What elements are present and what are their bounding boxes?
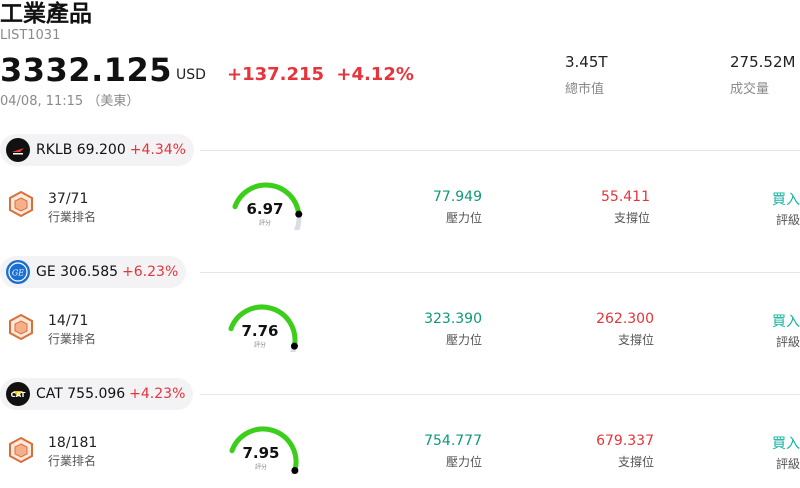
index-price: 3332.125 <box>0 51 173 89</box>
market-cap-label: 總市值 <box>565 82 605 97</box>
score-value: 7.95 <box>242 444 280 462</box>
support-value: 262.300 <box>596 311 654 327</box>
index-code: LIST1031 <box>0 28 61 43</box>
score-label: 評分 <box>253 342 266 349</box>
divider <box>200 150 800 151</box>
industry-rank-icon <box>9 190 33 218</box>
resistance-value: 323.390 <box>424 311 482 327</box>
rating-value: 買入 <box>772 192 800 208</box>
divider <box>200 272 800 273</box>
stock-change-pct: +4.34% <box>129 142 186 158</box>
industry-rank-label: 行業排名 <box>48 332 97 346</box>
industry-rank-icon <box>9 436 33 464</box>
rating-value: 買入 <box>772 436 800 452</box>
industry-rank-label: 行業排名 <box>48 454 97 468</box>
volume-label: 成交量 <box>730 82 770 97</box>
stock-change-pct: +4.23% <box>129 386 186 402</box>
change-percent: +4.12% <box>336 64 414 85</box>
timestamp: 04/08, 11:15 （美東） <box>0 94 140 109</box>
stock-pill-ge[interactable]: GE GE 306.585 +6.23% <box>0 256 187 288</box>
price-change: +137.215 +4.12% <box>227 64 414 85</box>
stock-pill-cat[interactable]: CAT CAT 755.096 +4.23% <box>0 378 194 410</box>
score-label: 評分 <box>254 464 267 471</box>
stock-symbol-price: GE 306.585 <box>36 264 119 280</box>
industry-rank: 37/71 <box>48 191 89 207</box>
rating-value: 買入 <box>772 314 800 330</box>
score-value: 6.97 <box>246 200 284 218</box>
score-label: 評分 <box>258 220 271 227</box>
change-value: +137.215 <box>227 64 325 85</box>
support-label: 支撐位 <box>617 333 654 347</box>
rating-label: 評級 <box>775 335 800 349</box>
industry-rank-icon <box>9 313 33 341</box>
volume-value: 275.52M <box>730 53 796 71</box>
svg-text:CAT: CAT <box>11 391 26 399</box>
score-value: 7.76 <box>241 322 279 340</box>
rating-label: 評級 <box>775 213 800 227</box>
industry-rank-label: 行業排名 <box>48 210 97 224</box>
svg-text:GE: GE <box>12 269 24 278</box>
support-label: 支撐位 <box>613 211 650 225</box>
page-title: 工業產品 <box>0 1 92 27</box>
rating-label: 評級 <box>775 457 800 471</box>
cat-logo-icon: CAT <box>6 382 30 406</box>
resistance-label: 壓力位 <box>445 333 482 347</box>
support-value: 679.337 <box>596 433 654 449</box>
stock-symbol-price: CAT 755.096 <box>36 386 126 402</box>
industry-rank: 18/181 <box>48 435 98 451</box>
stock-change-pct: +6.23% <box>122 264 179 280</box>
ge-logo-icon: GE <box>6 260 30 284</box>
resistance-value: 754.777 <box>424 433 482 449</box>
resistance-label: 壓力位 <box>445 211 482 225</box>
support-label: 支撐位 <box>617 455 654 469</box>
resistance-label: 壓力位 <box>445 455 482 469</box>
divider <box>200 394 800 395</box>
support-value: 55.411 <box>601 189 650 205</box>
stock-pill-rklb[interactable]: RKLB 69.200 +4.34% <box>0 134 194 166</box>
market-cap-value: 3.45T <box>565 53 608 71</box>
score-gauge <box>228 304 298 352</box>
industry-rank: 14/71 <box>48 313 89 329</box>
rocket-lab-logo-icon <box>6 138 30 162</box>
score-gauge <box>232 182 303 230</box>
currency-label: USD <box>176 67 206 83</box>
stock-symbol-price: RKLB 69.200 <box>36 142 126 158</box>
score-gauge <box>229 426 299 474</box>
resistance-value: 77.949 <box>433 189 482 205</box>
